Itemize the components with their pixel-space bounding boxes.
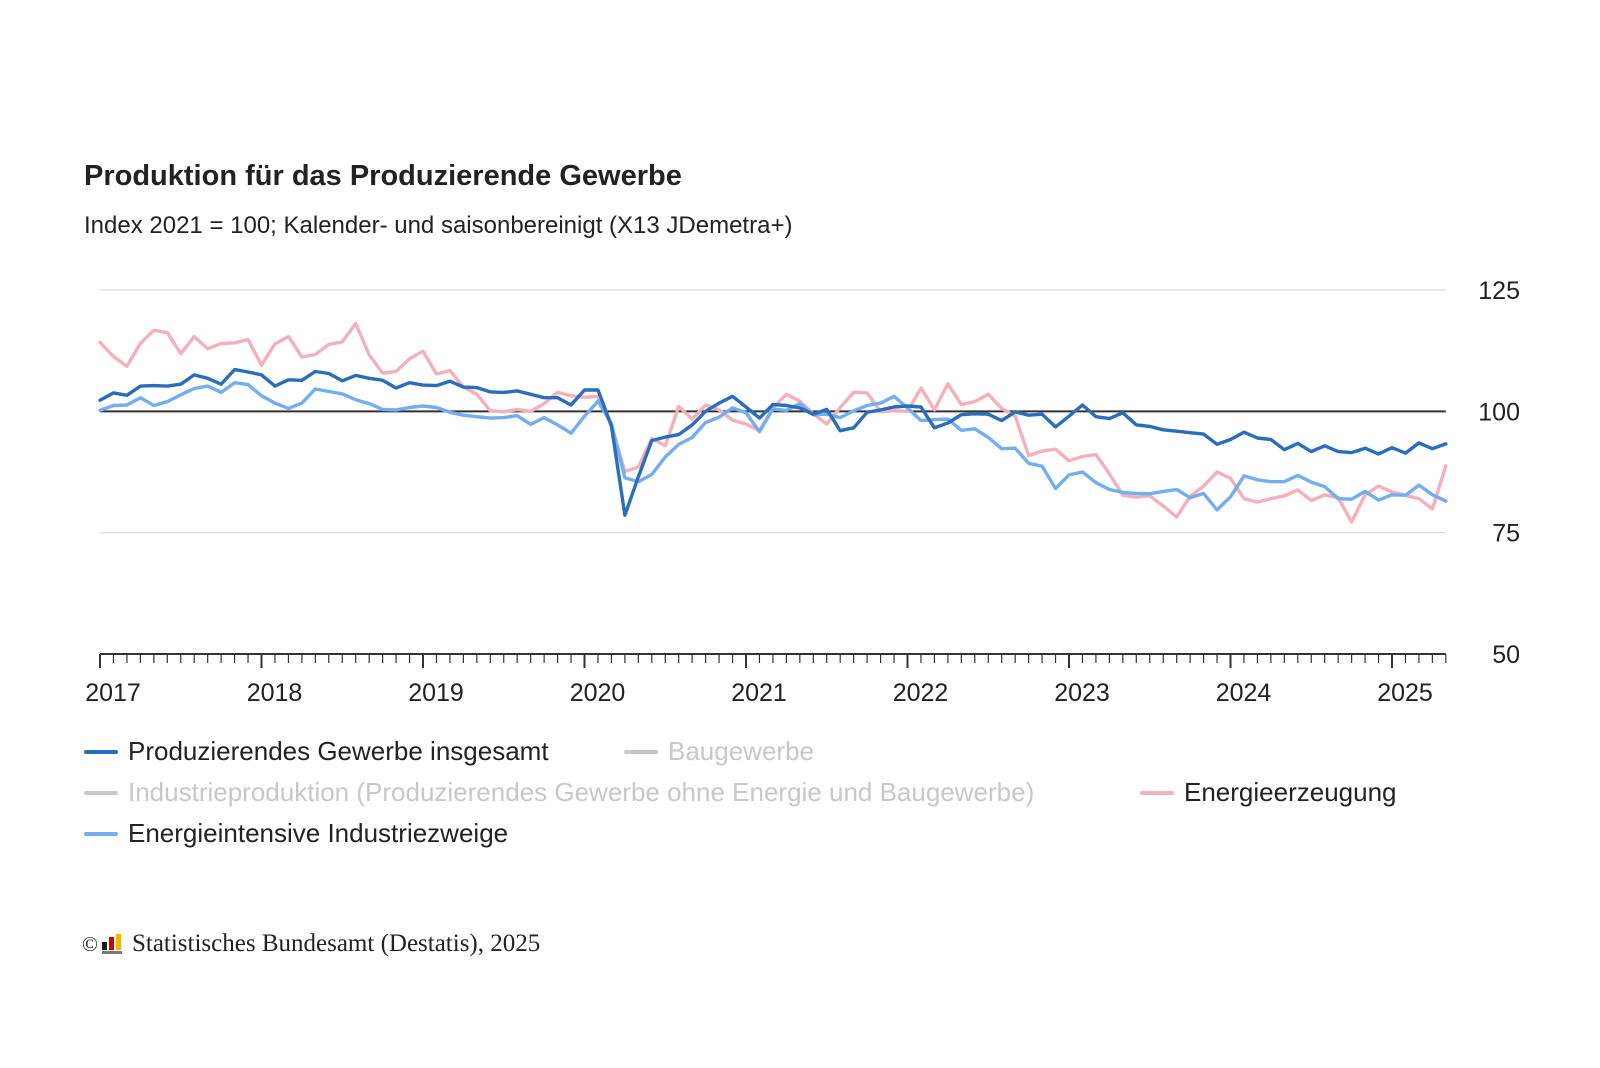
series-line-energieerzeugung[interactable] <box>98 321 1448 524</box>
legend-label: Energieerzeugung <box>1184 777 1397 807</box>
x-tick-label: 2024 <box>1216 679 1272 707</box>
line-chart: 125 100 75 50 2017 2018 2019 2020 2021 2022 2023 20… <box>85 277 1520 707</box>
legend-label: Baugewerbe <box>668 736 814 766</box>
legend-swatch <box>1140 790 1174 795</box>
legend-swatch <box>84 749 118 754</box>
axis-labels: 125 100 75 50 2017 2018 2019 2020 2021 2022 2023 20… <box>85 277 1520 707</box>
chart-title: Produktion für das Produzierende Gewerbe <box>84 160 682 192</box>
legend-item-baugewerbe[interactable]: Baugewerbe <box>624 736 814 767</box>
y-tick-label: 50 <box>1492 641 1520 669</box>
series-line-energieintensive-industriezweige[interactable] <box>98 381 1448 512</box>
legend-item-industrieproduktion[interactable]: Industrieproduktion (Produzierendes Gewe… <box>84 777 1034 808</box>
x-tick-label: 2018 <box>247 679 303 707</box>
legend-item-energieerzeugung[interactable]: Energieerzeugung <box>1140 777 1397 808</box>
x-axis <box>99 653 1447 668</box>
legend-swatch <box>624 749 658 754</box>
x-tick-label: 2017 <box>85 679 141 707</box>
source-credit: © Statistisches Bundesamt (Destatis), 20… <box>82 930 540 958</box>
copyright-symbol: © <box>82 931 98 956</box>
x-tick-label: 2019 <box>408 679 464 707</box>
credit-text: Statistisches Bundesamt (Destatis), 2025 <box>131 930 541 957</box>
series-line-produzierendes-gewerbe-insgesamt[interactable] <box>98 367 1448 517</box>
series-lines <box>98 321 1448 524</box>
legend-label: Industrieproduktion (Produzierendes Gewe… <box>128 777 1035 807</box>
chart-subtitle: Index 2021 = 100; Kalender- und saisonbe… <box>84 212 793 239</box>
x-tick-label: 2022 <box>893 679 949 707</box>
destatis-logo-icon <box>101 934 124 954</box>
x-tick-label: 2021 <box>731 679 787 707</box>
legend-swatch <box>84 831 118 836</box>
y-tick-label: 125 <box>1478 277 1520 305</box>
legend-item-energieintensive[interactable]: Energieintensive Industriezweige <box>84 818 508 849</box>
x-tick-label: 2023 <box>1054 679 1110 707</box>
x-tick-label: 2025 <box>1377 679 1433 707</box>
legend-item-produzierendes-gewerbe[interactable]: Produzierendes Gewerbe insgesamt <box>84 736 549 767</box>
x-tick-label: 2020 <box>570 679 626 707</box>
y-tick-label: 100 <box>1478 398 1520 426</box>
y-tick-label: 75 <box>1492 520 1520 548</box>
legend-swatch <box>84 790 118 795</box>
legend-label: Produzierendes Gewerbe insgesamt <box>128 736 549 766</box>
legend-label: Energieintensive Industriezweige <box>128 818 509 848</box>
